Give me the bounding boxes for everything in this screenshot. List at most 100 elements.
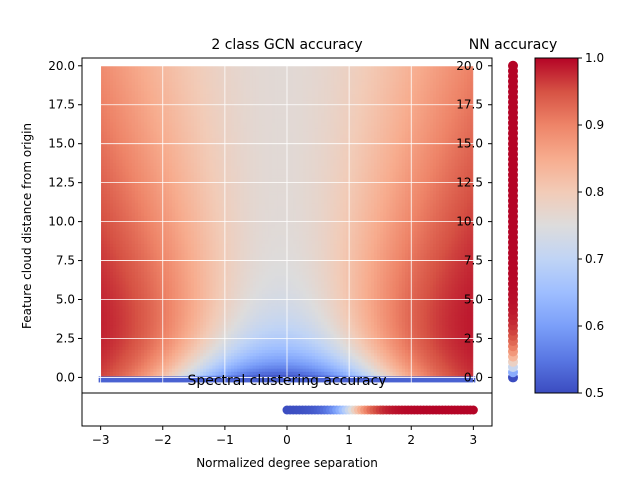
heatmap-cell [227,156,232,160]
heatmap-cell [106,209,111,213]
heatmap-cell [178,330,182,335]
heatmap-cell [196,349,201,354]
heatmap-cell [122,168,127,173]
heatmap-cell [252,358,257,363]
heatmap-cell [246,75,251,79]
heatmap-cell [203,333,207,338]
heatmap-cell [150,352,155,357]
heatmap-cell [227,302,232,307]
heatmap-cell [172,255,176,260]
heatmap-cell [178,81,182,86]
heatmap-cell [116,75,120,79]
heatmap-cell [150,305,155,310]
heatmap-cell [150,171,155,176]
heatmap-cell [153,171,158,176]
heatmap-cell [178,227,182,232]
heatmap-cell [181,333,186,338]
heatmap-cell [200,255,204,260]
heatmap-cell [162,72,167,76]
heatmap-cell [159,121,164,126]
heatmap-cell [131,280,136,285]
heatmap-cell [196,358,201,363]
heatmap-cell [109,246,114,251]
heatmap-cell [243,165,248,170]
heatmap-cell [147,156,151,160]
heatmap-cell [116,308,120,313]
heatmap-cell [178,72,182,76]
heatmap-cell [147,190,151,195]
heatmap-cell [203,165,207,170]
heatmap-cell [209,280,214,285]
heatmap-cell [200,234,204,238]
heatmap-cell [200,311,204,316]
heatmap-cell [103,330,108,335]
heatmap-cell [141,262,145,266]
heatmap-cell [156,287,161,291]
heatmap-cell [231,352,235,357]
heatmap-cell [187,290,192,294]
heatmap-cell [153,100,158,104]
heatmap-cell [106,305,111,310]
heatmap-cell [224,224,229,229]
heatmap-cell [181,165,186,170]
heatmap-cell [196,311,201,316]
heatmap-cell [246,206,251,210]
heatmap-cell [206,302,210,307]
heatmap-cell [212,218,217,223]
heatmap-cell [106,165,111,170]
heatmap-cell [193,196,198,201]
heatmap-cell [109,371,114,375]
heatmap-cell [209,109,214,114]
heatmap-cell [252,234,257,238]
heatmap-cell [106,137,111,142]
heatmap-cell [243,134,248,139]
heatmap-cell [252,168,257,173]
heatmap-cell [113,131,117,135]
heatmap-cell [209,255,214,260]
heatmap-cell [153,343,158,347]
heatmap-cell [209,268,214,273]
heatmap-cell [218,234,223,238]
heatmap-cell [224,206,229,210]
heatmap-cell [178,224,182,229]
heatmap-cell [212,327,217,332]
heatmap-cell [234,65,238,70]
heatmap-cell [125,206,130,210]
heatmap-cell [184,234,189,238]
heatmap-cell [116,374,120,379]
heatmap-cell [141,209,145,213]
heatmap-cell [196,156,201,160]
heatmap-cell [193,243,198,248]
heatmap-cell [221,227,226,232]
heatmap-cell [184,315,189,319]
heatmap-cell [209,193,214,198]
heatmap-cell [224,209,229,213]
heatmap-cell [231,361,235,366]
heatmap-cell [200,330,204,335]
heatmap-cell [159,68,164,73]
heatmap-cell [134,125,139,129]
heatmap-cell [168,324,173,329]
heatmap-cell [128,308,133,313]
heatmap-cell [109,330,114,335]
heatmap-cell [119,364,123,369]
heatmap-cell [159,349,164,354]
heatmap-cell [249,137,254,142]
heatmap-cell [221,218,226,223]
heatmap-cell [193,143,198,148]
heatmap-cell [252,308,257,313]
heatmap-cell [147,187,151,192]
heatmap-cell [246,352,251,357]
heatmap-cell [172,156,176,160]
heatmap-cell [231,327,235,332]
heatmap-cell [172,65,176,70]
heatmap-cell [113,318,117,322]
heatmap-cell [168,121,173,126]
heatmap-cell [224,137,229,142]
heatmap-cell [200,68,204,73]
heatmap-cell [193,358,198,363]
heatmap-cell [119,311,123,316]
heatmap-cell [234,277,238,282]
heatmap-cell [113,240,117,245]
heatmap-cell [103,333,108,338]
